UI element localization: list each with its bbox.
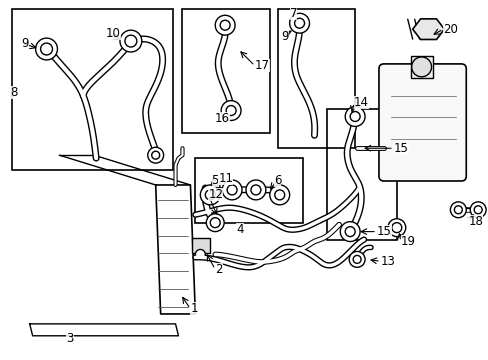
Text: 11: 11 (218, 171, 233, 185)
Circle shape (206, 214, 224, 231)
Circle shape (391, 223, 401, 233)
Bar (326, 109, 396, 239)
Circle shape (195, 249, 205, 260)
Circle shape (36, 38, 57, 60)
Circle shape (387, 219, 405, 237)
Text: 4: 4 (236, 223, 244, 236)
Text: 17: 17 (254, 59, 269, 72)
Bar (195, 158, 302, 223)
Bar (12, 9, 172, 170)
Text: 14: 14 (353, 96, 368, 109)
Circle shape (205, 190, 215, 200)
Text: 6: 6 (273, 174, 281, 186)
Circle shape (294, 18, 304, 28)
Circle shape (473, 206, 481, 214)
Text: 1: 1 (190, 302, 198, 315)
Circle shape (411, 57, 431, 77)
Text: 9: 9 (21, 37, 29, 50)
Text: 15: 15 (376, 225, 391, 238)
Text: 3: 3 (66, 332, 74, 345)
Bar (192, 238, 210, 253)
Polygon shape (412, 19, 444, 40)
Text: 8: 8 (10, 86, 17, 99)
Circle shape (469, 202, 485, 218)
Circle shape (420, 21, 436, 37)
Circle shape (200, 185, 220, 205)
Text: 12: 12 (208, 188, 223, 201)
Text: 15: 15 (393, 142, 408, 155)
Circle shape (120, 30, 142, 52)
FancyBboxPatch shape (378, 64, 466, 181)
Circle shape (226, 185, 237, 195)
Circle shape (345, 227, 354, 237)
Circle shape (352, 255, 360, 264)
Text: 19: 19 (400, 235, 415, 248)
Circle shape (221, 100, 241, 121)
Circle shape (269, 185, 289, 205)
Text: 9: 9 (281, 30, 288, 42)
Circle shape (289, 13, 309, 33)
Text: 10: 10 (106, 27, 121, 40)
Circle shape (340, 222, 359, 242)
Text: 16: 16 (214, 112, 229, 125)
Text: 18: 18 (468, 215, 482, 228)
Circle shape (147, 147, 163, 163)
Circle shape (41, 43, 52, 55)
Circle shape (274, 190, 284, 200)
Bar (277, 9, 354, 148)
Circle shape (348, 251, 365, 267)
Text: 5: 5 (211, 174, 219, 186)
Text: 2: 2 (215, 263, 222, 276)
Circle shape (449, 202, 466, 218)
Circle shape (222, 180, 242, 200)
Bar (182, 9, 269, 133)
Circle shape (210, 218, 220, 228)
Bar (410, 56, 432, 78)
Text: 13: 13 (380, 255, 395, 268)
Circle shape (225, 105, 236, 116)
Circle shape (124, 35, 137, 47)
Circle shape (349, 112, 359, 121)
Circle shape (453, 206, 461, 214)
Circle shape (345, 107, 365, 126)
Circle shape (245, 180, 265, 200)
Circle shape (220, 20, 230, 30)
Text: 20: 20 (443, 23, 457, 36)
Circle shape (215, 15, 235, 35)
Circle shape (250, 185, 260, 195)
Text: 7: 7 (289, 7, 297, 20)
Circle shape (151, 151, 160, 159)
